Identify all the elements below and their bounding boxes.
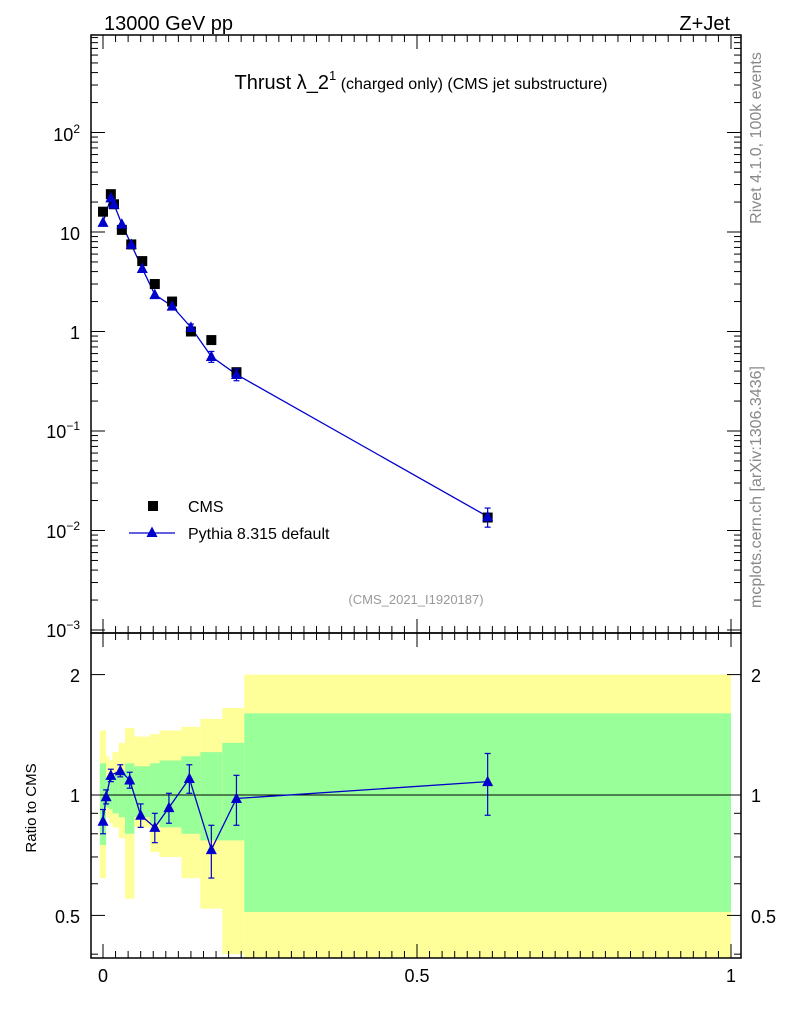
- x-tick-label-0.5: 0.5: [404, 966, 429, 986]
- ratio-y-tick-label-2: 2: [70, 666, 80, 686]
- ratio-y-tick-label-0.5: 0.5: [55, 907, 80, 927]
- cms-point: [98, 206, 108, 217]
- plot-title-main: Thrust λ_2: [235, 72, 329, 94]
- ratio-point: [135, 809, 147, 820]
- ratio-point: [114, 764, 126, 776]
- legend-marker-pythia: [146, 526, 158, 537]
- plot-title-suffix: (charged only) (CMS jet substructure): [336, 76, 607, 93]
- ratio-panel: 0.5 1 2 0.5 1 2 Ratio to CMS 0 0.5 1: [23, 632, 776, 986]
- cms-point: [137, 256, 148, 267]
- y-tick-label-1e-2: 10−2: [46, 519, 80, 542]
- ratio-point: [105, 769, 117, 780]
- green-band: [109, 778, 113, 810]
- pythia-point: [230, 368, 242, 379]
- y-tick-label-1e-3: 10−3: [46, 618, 80, 641]
- ratio-y-axis-title: Ratio to CMS: [23, 763, 40, 852]
- main-panel: Thrust λ_21 (charged only) (CMS jet subs…: [46, 34, 742, 641]
- cms-point: [206, 335, 217, 346]
- pythia-point: [116, 218, 128, 229]
- y-tick-label-1e2: 102: [53, 122, 80, 145]
- plot-title-superscript: 1: [329, 68, 336, 83]
- green-band: [150, 763, 160, 824]
- ratio-point: [124, 774, 136, 785]
- green-band: [222, 742, 245, 841]
- energy-label: 13000 GeV pp: [104, 13, 233, 35]
- green-band: [106, 778, 110, 808]
- cms-point: [149, 279, 160, 290]
- green-band: [134, 766, 151, 818]
- ratio-point: [100, 790, 112, 802]
- rivet-version-label: Rivet 4.1.0, 100k events: [748, 52, 765, 224]
- main-data-layer: [97, 189, 494, 528]
- ratio-point: [163, 801, 175, 813]
- legend: CMS Pythia 8.315 default: [129, 499, 330, 543]
- x-tick-label-1: 1: [726, 966, 736, 986]
- analysis-label: (CMS_2021_I1920187): [348, 592, 483, 607]
- ratio-point: [230, 792, 242, 804]
- pythia-series-line: [102, 196, 488, 518]
- green-band: [99, 763, 107, 845]
- ratio-y-tick-label-right-1: 1: [751, 786, 761, 806]
- y-tick-label-1e-1: 10−1: [46, 419, 80, 442]
- ratio-y-tick-label-1: 1: [70, 786, 80, 806]
- pythia-point: [482, 510, 494, 522]
- pythia-point: [166, 300, 178, 311]
- source-label: mcplots.cern.ch [arXiv:1306.3436]: [748, 366, 765, 608]
- process-label: Z+Jet: [679, 13, 730, 35]
- ratio-point: [205, 843, 217, 855]
- ratio-y-tick-label-right-2: 2: [751, 666, 761, 686]
- green-band: [118, 770, 125, 818]
- legend-marker-cms: [148, 501, 158, 511]
- y-tick-label-1e1: 10: [60, 224, 80, 244]
- pythia-point: [136, 262, 148, 273]
- pythia-point: [205, 350, 217, 362]
- y-tick-label-1e0: 1: [70, 323, 80, 343]
- pythia-point: [125, 238, 137, 249]
- ratio-y-tick-label-right-0.5: 0.5: [751, 907, 776, 927]
- pythia-point: [108, 198, 120, 209]
- pythia-point: [185, 321, 197, 332]
- ratio-point: [482, 775, 494, 787]
- ratio-point: [149, 821, 161, 832]
- ratio-point: [97, 815, 109, 826]
- green-band: [200, 752, 223, 841]
- uncertainty-bands: [99, 674, 732, 958]
- ratio-axis-ticks: [91, 633, 741, 958]
- ratio-data-layer: [97, 752, 494, 879]
- pythia-point: [97, 216, 109, 227]
- main-axis-ticks: [91, 35, 741, 633]
- plot-title: Thrust λ_21 (charged only) (CMS jet subs…: [235, 68, 608, 94]
- cms-point: [116, 224, 127, 235]
- ratio-point: [183, 772, 195, 783]
- legend-label-cms: CMS: [188, 499, 224, 516]
- green-band: [124, 763, 135, 834]
- green-band: [112, 775, 119, 814]
- legend-label-pythia: Pythia 8.315 default: [188, 526, 330, 543]
- x-tick-label-0: 0: [98, 966, 108, 986]
- pythia-point: [149, 288, 161, 300]
